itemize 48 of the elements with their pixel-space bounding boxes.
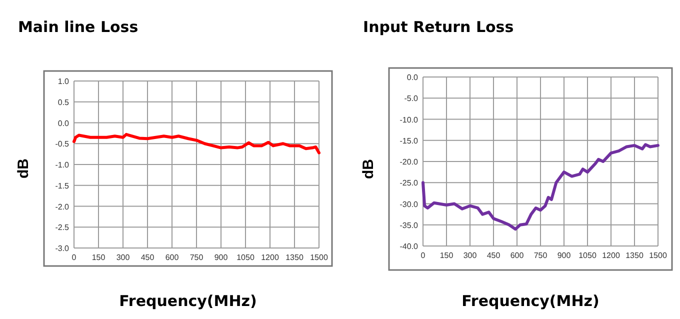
y-tick-label: -3.0 [55, 244, 70, 253]
y-tick-label: -0.5 [55, 140, 70, 149]
x-tick-label: 1050 [578, 251, 597, 260]
y-tick-label: -20.0 [400, 158, 419, 166]
y-tick-label: 0.5 [58, 98, 70, 107]
y-tick-label: -15.0 [400, 136, 419, 146]
x-tick-label: 750 [190, 253, 204, 262]
x-tick-label: 900 [214, 253, 228, 262]
y-tick-label: 1.0 [58, 77, 70, 86]
chart-title: Main line Loss [18, 18, 138, 36]
x-tick-label: 450 [486, 251, 501, 260]
y-tick-label: -35.0 [400, 220, 419, 230]
x-tick-label: 0 [420, 251, 426, 260]
x-axis-title: Frequency(MHz) [462, 292, 600, 310]
line-series [72, 132, 320, 154]
x-tick-label: 1500 [649, 251, 668, 260]
x-tick-label: 150 [92, 253, 106, 262]
x-tick-label: 300 [463, 251, 478, 260]
x-tick-label: 900 [557, 251, 572, 260]
y-tick-label: -2.0 [55, 202, 70, 212]
x-tick-label: 300 [116, 253, 130, 262]
x-tick-label: 1050 [236, 253, 255, 262]
x-tick-label: 1350 [626, 251, 644, 260]
y-tick-label: -30.0 [400, 200, 419, 209]
y-tick-label: -40.0 [400, 242, 419, 251]
x-tick-label: 1200 [261, 253, 280, 262]
x-tick-label: 150 [440, 251, 454, 260]
x-tick-label: 1200 [602, 251, 620, 260]
line-series [422, 143, 660, 231]
x-tick-label: 750 [534, 251, 548, 260]
y-tick-label: -10.0 [400, 115, 419, 124]
y-axis-title: dB [360, 158, 377, 179]
x-tick-label: 1350 [286, 253, 304, 262]
x-tick-label: 600 [165, 253, 180, 262]
y-tick-label: -1.5 [55, 181, 70, 190]
x-axis-title: Frequency(MHz) [119, 292, 257, 310]
y-tick-label: 0.0 [406, 73, 419, 82]
y-tick-label: -2.5 [55, 223, 70, 232]
x-tick-label: 1500 [310, 253, 328, 262]
y-tick-label: -5.0 [404, 94, 419, 104]
y-tick-label: 0.0 [58, 118, 70, 128]
y-tick-label: -1.0 [55, 160, 70, 170]
x-tick-label: 450 [140, 253, 155, 262]
y-tick-label: -25.0 [400, 178, 419, 188]
y-axis-title: dB [15, 158, 32, 178]
chart-title: Input Return Loss [363, 18, 514, 36]
x-tick-label: 0 [72, 253, 77, 262]
x-tick-label: 600 [510, 251, 524, 260]
